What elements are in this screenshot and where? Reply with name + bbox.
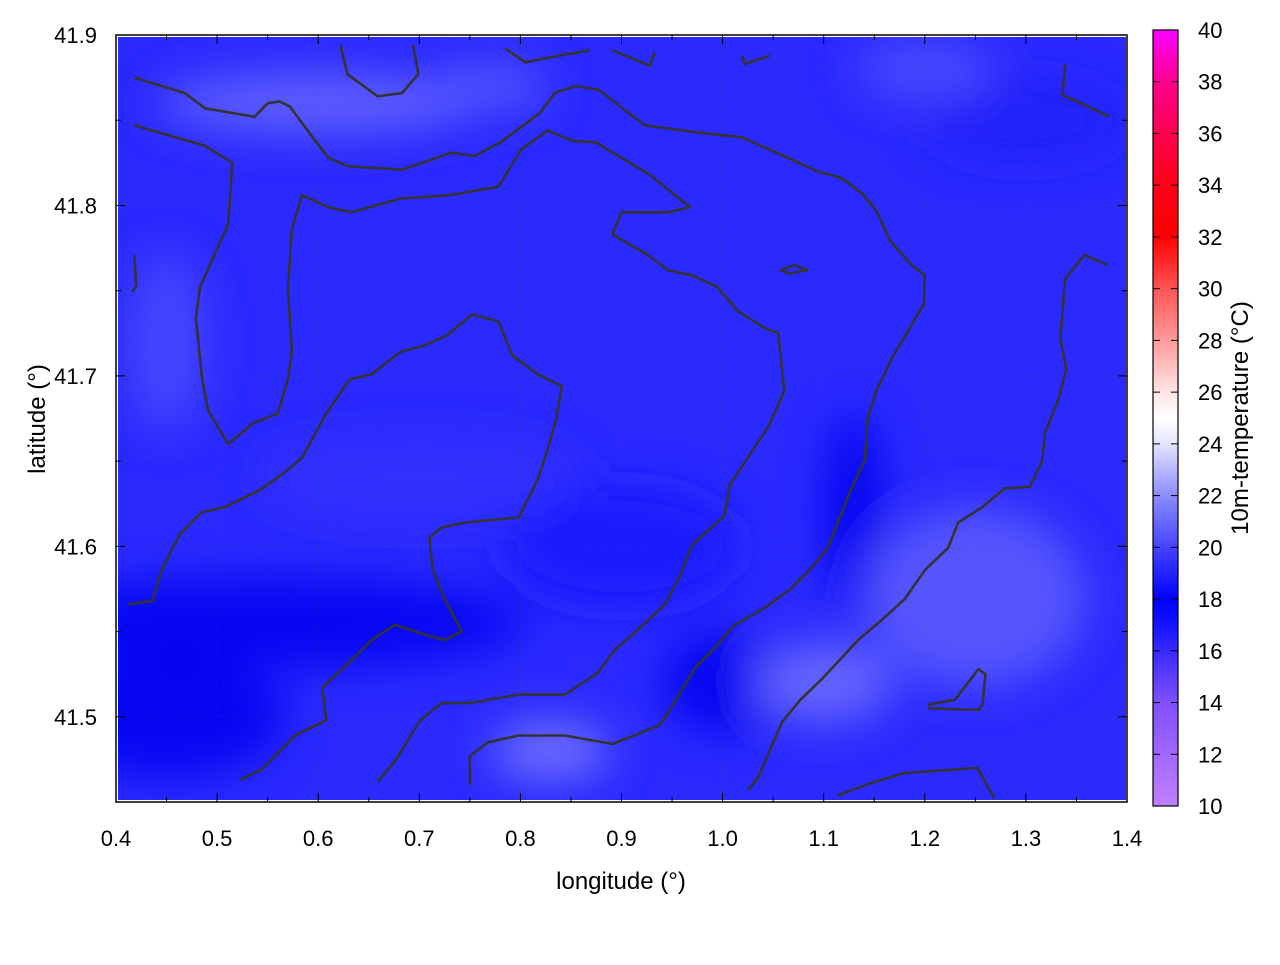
colorbar-tick-label: 30 <box>1198 277 1222 302</box>
colorbar-ticks: 10 12 14 16 18 20 22 24 26 28 30 32 34 36 38 40 <box>1153 18 1222 819</box>
y-axis-label: latitude (°) <box>24 364 51 474</box>
heatmap-patch <box>753 642 894 723</box>
contour-lines <box>127 44 1111 800</box>
y-tick-label: 41.9 <box>54 23 97 48</box>
contour-line <box>1061 63 1111 118</box>
colorbar-tick-label: 38 <box>1198 70 1222 95</box>
heatmap-patch <box>430 61 551 112</box>
contour-line <box>131 254 138 294</box>
heatmap-patch <box>865 507 1086 688</box>
colorbar-tick-label: 26 <box>1198 380 1222 405</box>
x-tick-label: 0.9 <box>606 826 637 851</box>
colorbar-tick-label: 10 <box>1198 794 1222 819</box>
colorbar-tick-label: 16 <box>1198 639 1222 664</box>
heatmap-patch <box>259 438 580 519</box>
heatmap-patch <box>158 73 479 134</box>
heatmap-patch <box>118 656 287 777</box>
contour-line <box>740 54 771 66</box>
colorbar-tick-label: 12 <box>1198 742 1222 767</box>
x-tick-label: 1.0 <box>707 826 738 851</box>
x-tick-label: 1.1 <box>808 826 839 851</box>
y-tick-label: 41.7 <box>54 364 97 389</box>
colorbar-tick-label: 36 <box>1198 121 1222 146</box>
contour-line <box>779 263 809 275</box>
x-tick-label: 0.8 <box>505 826 536 851</box>
colorbar-tick-label: 22 <box>1198 484 1222 509</box>
contour-line <box>133 124 786 783</box>
contour-line <box>927 667 987 712</box>
contour-line <box>127 313 564 781</box>
colorbar-label: 10m-temperature (°C) <box>1227 301 1254 535</box>
x-tick-label: 1.3 <box>1011 826 1042 851</box>
x-tick-label: 0.4 <box>101 826 132 851</box>
heatmap-patch <box>824 412 885 613</box>
heatmap-patch <box>118 578 528 669</box>
colorbar-tick-label: 34 <box>1198 173 1222 198</box>
contour-line <box>746 253 1109 791</box>
heatmap-patches <box>118 39 1126 781</box>
colorbar-tick-label: 28 <box>1198 328 1222 353</box>
colorbar-tick-label: 32 <box>1198 225 1222 250</box>
x-tick-label: 0.6 <box>303 826 334 851</box>
colorbar-tick-label: 24 <box>1198 432 1222 457</box>
heatmap-patch <box>490 720 611 781</box>
y-tick-label: 41.8 <box>54 193 97 218</box>
colorbar-tick-label: 40 <box>1198 18 1222 43</box>
heatmap-patch <box>662 632 783 733</box>
contour-line <box>133 76 927 785</box>
heatmap-field <box>118 37 1126 800</box>
colorbar <box>1152 29 1179 807</box>
x-tick-label: 1.4 <box>1112 826 1143 851</box>
x-tick-label: 0.5 <box>202 826 233 851</box>
contour-line <box>504 47 591 64</box>
grid-lines <box>116 35 1127 802</box>
colorbar-tick-label: 20 <box>1198 535 1222 560</box>
y-tick-label: 41.6 <box>54 534 97 559</box>
x-axis-label: longitude (°) <box>556 868 686 895</box>
heatmap-patch <box>126 251 207 432</box>
colorbar-tick-label: 14 <box>1198 691 1222 716</box>
x-tick-label: 1.2 <box>910 826 941 851</box>
contour-line <box>611 49 657 67</box>
y-tick-label: 41.5 <box>54 705 97 730</box>
contour-line <box>837 766 996 800</box>
axes: 0.4 0.5 0.6 0.7 0.8 0.9 1.0 1.1 1.2 1.3 1.4 41.5 41.… <box>54 23 1142 851</box>
x-tick-label: 0.7 <box>404 826 435 851</box>
colorbar-tick-label: 18 <box>1198 587 1222 612</box>
contour-line <box>339 44 420 98</box>
heatmap-patch <box>854 39 995 100</box>
